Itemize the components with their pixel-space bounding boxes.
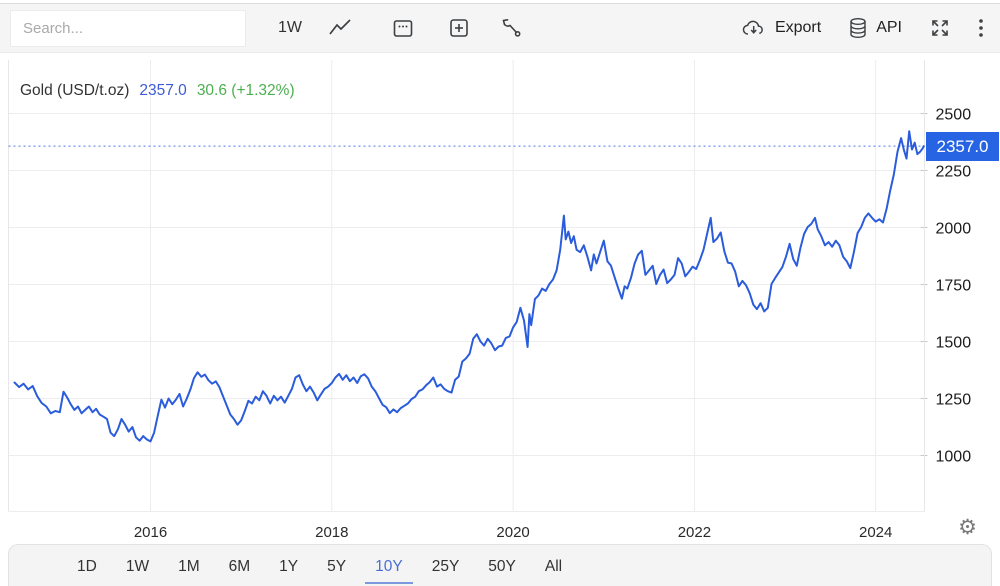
export-button[interactable]: Export [741, 18, 821, 38]
gear-icon: ⚙ [958, 516, 977, 539]
last-price-value: 2357.0 [139, 82, 187, 99]
api-label: API [876, 19, 902, 36]
svg-text:2022: 2022 [678, 524, 711, 541]
instrument-name: Gold (USD/t.oz) [20, 82, 130, 99]
more-options-button[interactable] [978, 17, 984, 39]
wrench-icon [500, 17, 522, 39]
chart-settings-button[interactable]: ⚙ [958, 517, 977, 538]
chart-legend: Gold (USD/t.oz) 2357.0 30.6 (+1.32%) [20, 82, 295, 100]
svg-text:2500: 2500 [936, 107, 972, 124]
range-button-1y[interactable]: 1Y [269, 548, 308, 584]
top-toolbar: 1W Export [0, 3, 1000, 53]
database-icon [848, 17, 868, 39]
svg-text:1750: 1750 [936, 278, 972, 295]
grid-and-axes: 2500 2250 2000 1750 1500 1250 1000 2016 2018 2020… [8, 60, 972, 541]
svg-text:2024: 2024 [859, 524, 892, 541]
range-button-1d[interactable]: 1D [67, 548, 107, 584]
kebab-menu-icon [978, 17, 984, 39]
current-price-axis-badge: 2357.0 [926, 132, 999, 161]
range-button-50y[interactable]: 50Y [478, 548, 526, 584]
compare-add-button[interactable] [448, 17, 470, 39]
chart-tools-button[interactable] [500, 17, 522, 39]
range-button-1w[interactable]: 1W [116, 548, 159, 584]
range-button-10y[interactable]: 10Y [365, 548, 413, 584]
fullscreen-button[interactable] [929, 17, 951, 39]
svg-text:2250: 2250 [936, 164, 972, 181]
price-change-value: 30.6 (+1.32%) [196, 82, 295, 99]
svg-text:1000: 1000 [936, 449, 972, 466]
price-chart-plot[interactable]: 2500 2250 2000 1750 1500 1250 1000 2016 2018 2020… [0, 56, 1000, 548]
calendar-icon [392, 17, 414, 39]
line-chart-icon [328, 18, 352, 38]
expand-arrows-icon [929, 17, 951, 39]
range-button-6m[interactable]: 6M [219, 548, 261, 584]
export-label: Export [774, 19, 822, 36]
plus-square-icon [448, 17, 470, 39]
time-range-bar: 1D 1W 1M 6M 1Y 5Y 10Y 25Y 50Y All [8, 544, 992, 586]
range-button-all[interactable]: All [535, 548, 572, 584]
date-range-button[interactable] [392, 17, 414, 39]
chart-type-button[interactable] [328, 18, 352, 38]
svg-text:2018: 2018 [315, 524, 348, 541]
svg-text:1250: 1250 [936, 392, 972, 409]
svg-text:2020: 2020 [496, 524, 529, 541]
api-button[interactable]: API [848, 17, 902, 39]
range-button-5y[interactable]: 5Y [317, 548, 356, 584]
toolbar-right-group: Export API [741, 17, 984, 39]
range-button-1m[interactable]: 1M [168, 548, 210, 584]
search-input[interactable] [10, 9, 246, 47]
interval-selector-button[interactable]: 1W [278, 19, 302, 36]
svg-text:2000: 2000 [936, 221, 972, 238]
svg-text:2016: 2016 [134, 524, 167, 541]
svg-text:1500: 1500 [936, 335, 972, 352]
cloud-download-icon [741, 18, 767, 38]
price-line-series [13, 130, 925, 443]
range-button-25y[interactable]: 25Y [422, 548, 470, 584]
